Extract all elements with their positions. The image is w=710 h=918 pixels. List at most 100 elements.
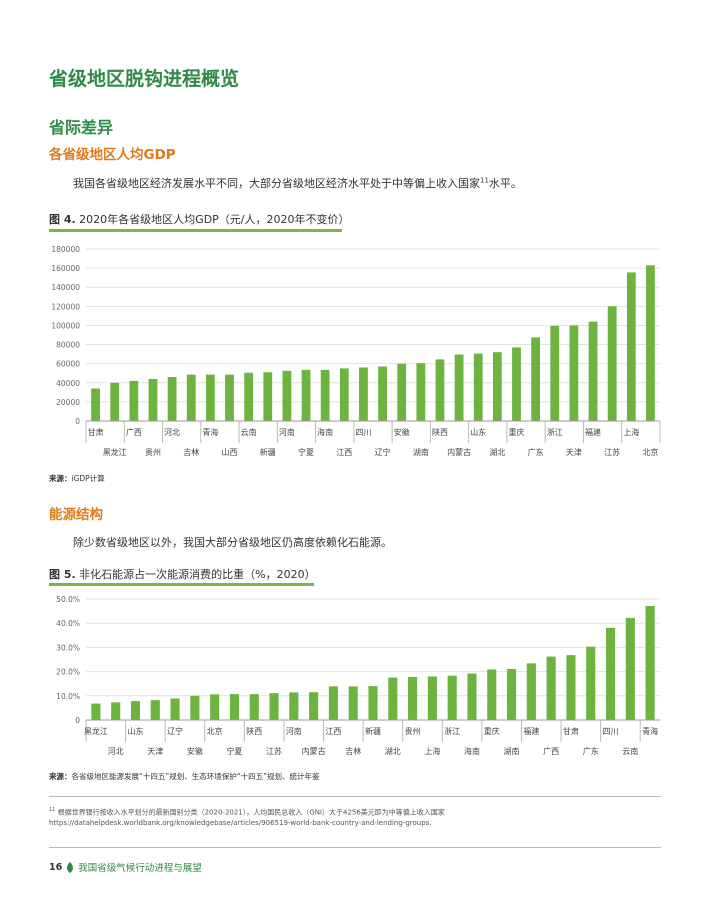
bar	[646, 265, 655, 421]
bar	[205, 374, 215, 421]
x-tick-label: 辽宁	[167, 726, 183, 736]
figure5-label: 图 5.	[49, 568, 76, 581]
y-tick-label: 100000	[51, 321, 80, 330]
x-tick-label: 河北	[164, 427, 180, 437]
x-tick-label: 湖南	[413, 447, 429, 457]
y-tick-label: 20000	[56, 398, 80, 407]
x-tick-label: 新疆	[260, 447, 276, 457]
x-tick-label: 江西	[325, 727, 341, 736]
subsection-energy-heading: 能源结构	[49, 507, 103, 523]
x-tick-label: 辽宁	[375, 447, 391, 457]
x-tick-label: 山西	[222, 447, 238, 457]
x-tick-label: 贵州	[405, 726, 421, 736]
bar	[526, 663, 536, 720]
y-tick-label: 120000	[51, 302, 80, 311]
x-tick-label: 江苏	[266, 746, 282, 756]
figure5-source-label: 来源：	[49, 772, 72, 781]
bar	[569, 325, 579, 421]
bar	[111, 702, 121, 720]
figure4-source-text: iGDP计算	[71, 474, 105, 483]
y-tick-label: 50.0%	[56, 595, 80, 604]
bar	[269, 693, 279, 720]
x-tick-label: 海南	[317, 427, 333, 437]
bar	[244, 372, 254, 421]
figure4-underline	[49, 229, 342, 232]
bar	[546, 656, 556, 720]
figure5-source-text: 各省级地区能源发展“十四五”规划、生态环境保护“十四五”规划、统计年鉴	[71, 772, 320, 781]
bar	[378, 366, 387, 421]
x-tick-label: 浙江	[444, 726, 460, 736]
bar	[427, 676, 437, 720]
gdp-chart: 0 20000 40000 60000 80000 100000 120000 140000 1…	[51, 245, 661, 457]
bar	[492, 352, 502, 421]
footnote-text[interactable]: 根据世界银行按收入水平划分的最新国别分类（2020-2021），人均国民总收入（…	[49, 808, 445, 828]
x-tick-label: 四川	[355, 428, 371, 437]
x-tick-label: 北京	[642, 447, 658, 457]
x-tick-label: 黑龙江	[103, 447, 127, 457]
figure4-title: 图 4. 2020年各省级地区人均GDP（元/人，2020年不变价）	[49, 211, 350, 227]
x-tick-label: 青海	[202, 427, 218, 437]
x-tick-label: 福建	[523, 726, 539, 736]
bar	[282, 370, 292, 421]
x-tick-label: 上海	[424, 746, 440, 756]
y-tick-label: 60000	[56, 360, 80, 369]
bar	[586, 646, 596, 720]
x-tick-label: 云南	[241, 427, 257, 437]
bar	[605, 627, 616, 720]
bar	[512, 347, 521, 421]
x-tick-label: 贵州	[145, 447, 161, 457]
page-footer: 16 我国省级气候行动进程与展望	[49, 860, 202, 874]
x-tick-label: 甘肃	[563, 726, 579, 736]
x-tick-label: 山东	[127, 726, 143, 736]
footnote-ref[interactable]: 11	[480, 176, 489, 185]
bar	[447, 675, 457, 720]
x-tick-label: 安徽	[187, 746, 203, 756]
bar	[388, 677, 398, 720]
bar	[328, 686, 338, 720]
bar	[263, 372, 273, 421]
x-tick-label: 天津	[566, 447, 582, 457]
x-tick-label: 甘肃	[88, 427, 104, 437]
bar	[408, 676, 418, 720]
y-tick-label: 180000	[51, 245, 80, 254]
x-tick-label: 内蒙古	[447, 447, 471, 457]
energy-chart: 0 10.0% 20.0% 30.0% 40.0% 50.0% 黑龙江河北山东天津辽宁安徽北…	[56, 595, 660, 756]
bar	[339, 368, 349, 421]
figure5-underline	[49, 583, 314, 586]
x-tick-label: 河南	[286, 726, 302, 736]
x-tick-label: 安徽	[394, 427, 410, 437]
y-tick-label: 0	[75, 417, 80, 426]
x-tick-label: 云南	[622, 746, 638, 756]
bar	[531, 337, 541, 421]
bar	[129, 380, 139, 421]
x-tick-label: 河北	[108, 746, 124, 756]
figure5-title: 图 5. 非化石能源占一次能源消费的比重（%，2020）	[49, 566, 316, 582]
figure4-source-label: 来源：	[49, 474, 72, 483]
bar	[170, 698, 180, 720]
bar	[309, 692, 319, 720]
bar	[506, 668, 517, 720]
bar	[550, 325, 560, 421]
figure4-label: 图 4.	[49, 213, 76, 226]
bar	[625, 617, 635, 720]
bar	[225, 374, 234, 421]
x-tick-label: 重庆	[484, 726, 500, 736]
x-tick-label: 江西	[336, 448, 352, 457]
x-tick-label: 江苏	[604, 447, 620, 457]
bar	[645, 606, 655, 720]
bar	[130, 701, 141, 720]
x-tick-label: 青海	[642, 726, 658, 736]
x-tick-label: 广西	[126, 427, 142, 437]
x-tick-label: 吉林	[183, 447, 199, 457]
y-tick-label: 160000	[51, 264, 80, 273]
x-tick-label: 天津	[147, 746, 163, 756]
x-tick-label: 宁夏	[226, 746, 242, 756]
page-number: 16	[49, 861, 63, 873]
x-tick-label: 新疆	[365, 726, 381, 736]
gdp-paragraph-end: 水平。	[488, 177, 522, 190]
bar	[416, 363, 426, 421]
x-tick-label: 湖南	[504, 746, 520, 756]
x-tick-label: 四川	[603, 727, 619, 736]
x-tick-label: 福建	[585, 427, 601, 437]
bar	[397, 363, 407, 421]
